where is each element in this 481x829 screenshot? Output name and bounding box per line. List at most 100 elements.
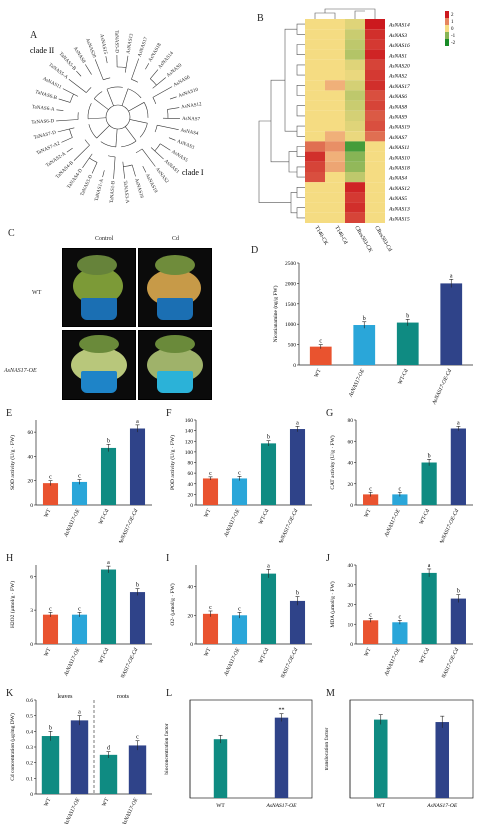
heatmap-cell [345,111,365,121]
x-tick-label: WT-Cd [98,508,110,526]
heatmap-cell [305,80,325,90]
tree-arc [107,87,123,89]
y-tick-label: 60 [348,439,354,445]
y-tick-label: 20 [188,613,194,619]
x-tick-label: AsNAS17-OE-Cd [277,647,299,678]
tree-leaf-label: AsNAS2 [154,167,169,185]
tree-leaf-label: AsNAS20 [84,38,96,59]
tree-branch [94,99,108,110]
heatmap-cell [365,213,385,223]
x-tick-label: WT-Cd [419,508,431,526]
heatmap-cell [325,162,345,172]
significance-letter: b [406,313,409,319]
heatmap-cell [325,203,345,213]
tree-branch [116,129,117,147]
heatmap-cell [345,70,365,80]
y-tick-label: 0.2 [26,761,33,767]
tree-leaf-label: AsNAS5 [170,150,188,164]
y-axis-label: bioconcentration factor [163,723,170,774]
tree-leaf-label: TaNAS3-A [122,180,129,203]
heatmap-cell [345,60,365,70]
y-tick-label: 20 [348,603,354,609]
tree-leaf-label: TaNAS6-D [31,119,54,125]
tree-arc [155,125,157,132]
heatmap-cell [305,111,325,121]
heatmap-cell [325,60,345,70]
heatmap-cell [325,29,345,39]
heatmap-cell [325,182,345,192]
x-tick-label: WT [101,797,110,808]
heatmap-cell [325,192,345,202]
heatmap-row-label: AsNAS14 [388,22,410,29]
tree-leaf-label: TaNAS4-D [67,168,84,190]
bar [101,570,116,644]
heatmap-cell [345,50,365,60]
heatmap-cell [345,203,365,213]
x-tick-label: WT-Cd [419,647,431,665]
y-tick-label: 40 [188,585,194,591]
tree-branch [125,127,136,141]
panel-label-f: F [166,408,172,419]
y-tick-label: 40 [348,563,354,569]
tree-leaf-label: AsNAS11 [42,77,63,91]
tree-arc [123,165,132,167]
y-tick-label: 0.5 [26,714,33,720]
tree-branch [123,162,125,179]
photo-oe-cd [138,330,212,400]
y-tick-label: 160 [185,418,194,424]
heatmap-cell [325,152,345,162]
clade-2-label: clade II [30,46,55,55]
heatmap-row-label: AsNAS8 [388,104,407,110]
y-tick-label: 0.3 [26,745,33,751]
tree-leaf-label: AsNAS4 [180,128,199,137]
panel-label-d: D [251,245,258,256]
tree-branch [145,63,148,69]
tree-branch [160,144,170,150]
group-label-roots: roots [117,694,130,700]
bar [451,599,466,644]
significance-letter: b [267,435,270,441]
heatmap-cell [305,90,325,100]
tree-leaf-label: AsNAS1 [163,159,180,175]
heatmap-row-label: AsNAS5 [388,196,407,202]
heatmap-cell [325,90,345,100]
tree-branch [63,89,78,97]
y-tick-label: 0.6 [26,698,33,704]
y-axis-label: MDA (μmol/g · FW) [329,581,336,627]
tree-leaf-label: TaNAS5-D [113,30,118,53]
bar [440,283,462,365]
photo-wt-cd [138,248,212,327]
tree-branch [128,102,144,111]
heatmap-cell [325,39,345,49]
tree-arc [117,67,126,68]
y-tick-label: 0 [350,642,353,648]
heatmap-cell [365,131,385,141]
bar [72,482,87,505]
tree-leaf-label: TaNAS4-B [55,160,75,180]
heatmap-cell [305,141,325,151]
heatmap-cell [325,50,345,60]
x-tick-label: WT [216,803,225,809]
y-tick-label: 0 [293,363,296,369]
heatmap-cell [345,121,365,131]
panel-label-e: E [6,408,12,419]
y-tick-label: 500 [288,343,297,349]
x-tick-label: WT [43,508,52,519]
tree-branch [131,59,138,80]
heatmap-cell [365,29,385,39]
heatmap-cell [325,111,345,121]
bar [232,478,247,505]
bar [71,720,88,794]
color-scale-tick: -2 [451,41,456,46]
significance-letter: b [296,591,299,597]
heatmap-row-label: AsNAS20 [388,63,410,69]
y-tick-label: 80 [188,461,194,467]
heatmap-row-label: AsNAS1 [388,53,407,59]
y-tick-label: 40 [188,482,194,488]
y-axis-label: CAT activity (U/g · FW) [329,435,336,489]
